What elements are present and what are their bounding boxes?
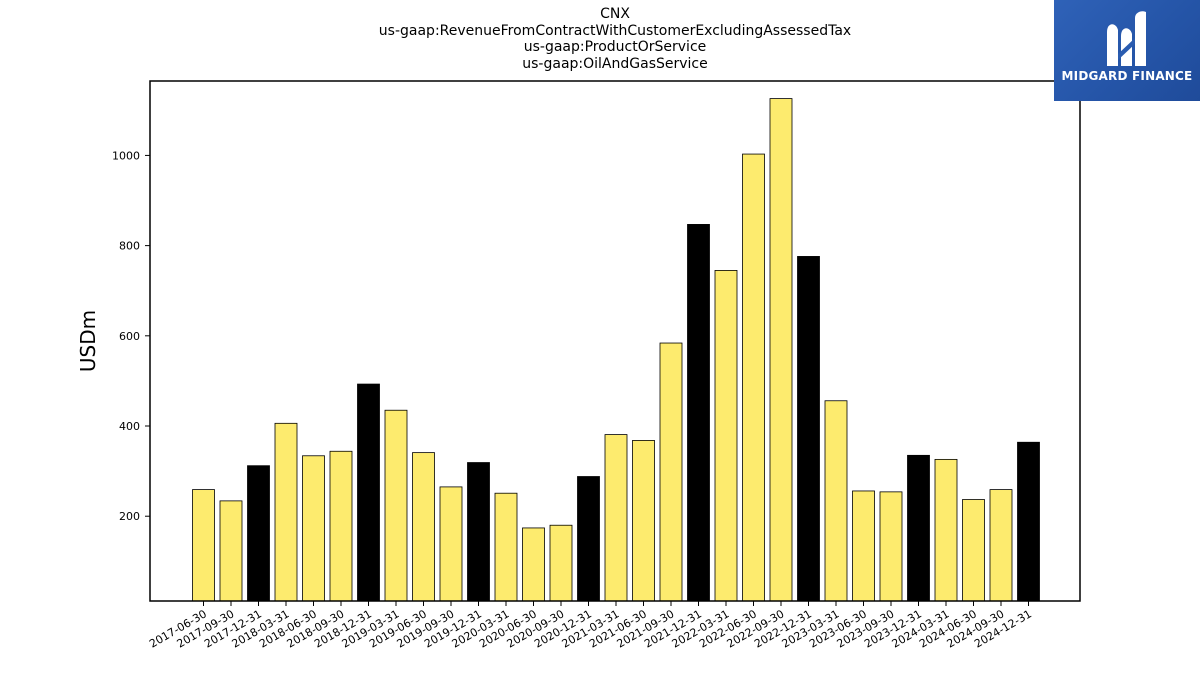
chart-title-line: CNX xyxy=(600,6,630,22)
bar-2022-03-31 xyxy=(714,270,738,602)
y-tick-label: 200 xyxy=(119,510,140,523)
bar-2019-09-30 xyxy=(439,486,463,602)
bar-2019-12-31 xyxy=(467,462,490,602)
bar-2023-06-30 xyxy=(852,490,875,602)
brand-logo: MIDGARD FINANCE xyxy=(1054,0,1200,101)
chart-title-line: us-gaap:RevenueFromContractWithCustomerE… xyxy=(378,22,852,39)
bars-group xyxy=(192,98,1040,602)
x-axis: 2017-06-302017-09-302017-12-312018-03-31… xyxy=(147,601,1034,651)
chart-title: CNX us-gaap:RevenueFromContractWithCusto… xyxy=(150,6,1080,72)
bar-2021-03-31 xyxy=(604,434,628,602)
bar-2019-03-31 xyxy=(384,409,408,602)
chart-title-line: us-gaap:OilAndGasService xyxy=(522,55,708,72)
bar-2022-09-30 xyxy=(769,98,793,602)
y-tick-label: 600 xyxy=(119,330,140,343)
bar-2019-06-30 xyxy=(412,452,435,602)
y-axis-label: USDm xyxy=(76,310,100,372)
y-tick-label: 1000 xyxy=(112,149,140,162)
y-tick-label: 400 xyxy=(119,420,140,433)
y-tick-label: 800 xyxy=(119,240,140,253)
bar-2021-12-31 xyxy=(687,224,710,602)
bar-2018-09-30 xyxy=(329,450,353,602)
bar-2017-12-31 xyxy=(247,465,270,602)
bar-2024-12-31 xyxy=(1017,441,1040,602)
bar-2020-09-30 xyxy=(549,524,573,602)
bar-2020-03-31 xyxy=(494,492,518,602)
bar-2022-12-31 xyxy=(797,256,820,602)
y-axis: 200 400 600 800 1000 xyxy=(112,149,150,523)
midgard-m-logo-icon xyxy=(1107,11,1146,66)
bar-2017-06-30 xyxy=(192,489,215,602)
bar-2018-12-31 xyxy=(357,383,380,602)
bar-2024-06-30 xyxy=(962,499,985,602)
bar-2021-09-30 xyxy=(659,342,683,602)
plot-frame xyxy=(149,80,1081,602)
bar-2018-06-30 xyxy=(302,455,325,602)
bar-2017-09-30 xyxy=(219,500,243,602)
bar-2022-06-30 xyxy=(742,153,765,602)
bar-2024-03-31 xyxy=(934,458,958,602)
bar-2018-03-31 xyxy=(274,422,298,602)
brand-logo-text: MIDGARD FINANCE xyxy=(1061,69,1193,83)
bar-2021-06-30 xyxy=(632,440,655,602)
bar-2023-09-30 xyxy=(879,491,903,602)
bar-2020-06-30 xyxy=(522,527,545,602)
bar-2020-12-31 xyxy=(577,476,600,602)
chart-title-line: us-gaap:ProductOrService xyxy=(523,39,707,55)
bar-2023-03-31 xyxy=(824,400,848,602)
bar-2023-12-31 xyxy=(907,454,930,602)
bar-2024-09-30 xyxy=(989,489,1013,602)
